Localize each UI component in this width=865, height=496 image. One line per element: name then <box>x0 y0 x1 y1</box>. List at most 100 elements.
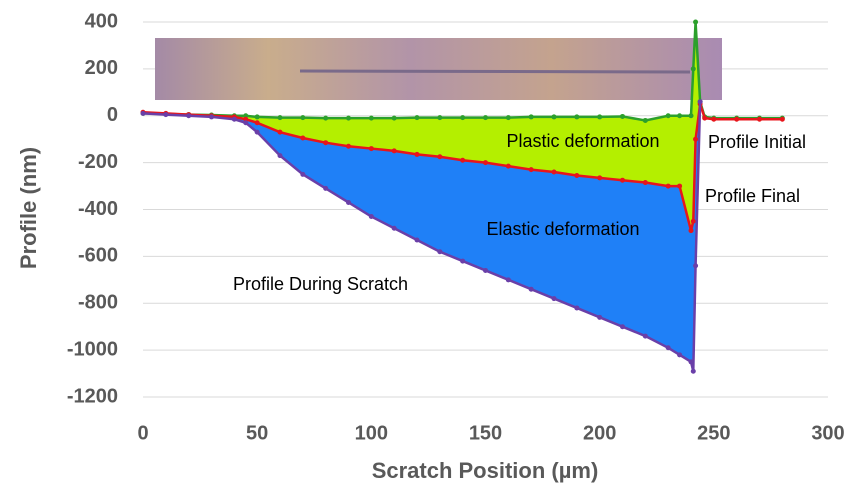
data-point <box>642 117 648 123</box>
data-point <box>277 153 283 159</box>
y-tick-label: 0 <box>107 104 118 126</box>
y-tick-label: -200 <box>78 151 118 173</box>
data-point <box>254 129 260 135</box>
data-point <box>243 120 249 126</box>
x-tick-label: 100 <box>355 422 388 444</box>
data-point <box>414 115 420 121</box>
data-point <box>300 115 306 121</box>
y-tick-label: -600 <box>78 245 118 267</box>
data-point <box>391 225 397 231</box>
data-point <box>642 333 648 339</box>
data-point <box>460 258 466 264</box>
data-point <box>414 237 420 243</box>
data-point <box>693 136 699 142</box>
series-label: Profile During Scratch <box>233 274 408 294</box>
data-point <box>391 115 397 121</box>
data-point <box>483 267 488 273</box>
annotation: Plastic deformation <box>506 131 659 151</box>
data-point <box>300 171 306 177</box>
series-label: Profile Initial <box>708 132 806 152</box>
x-axis-title: Scratch Position (µm) <box>372 458 599 483</box>
data-point <box>243 113 249 119</box>
data-point <box>437 249 443 255</box>
data-point <box>551 114 557 120</box>
micrograph-strip <box>155 38 722 100</box>
data-point <box>665 345 671 351</box>
data-point <box>677 113 683 119</box>
data-point <box>300 135 306 141</box>
data-point <box>460 157 466 163</box>
data-point <box>702 115 708 121</box>
data-point <box>437 154 443 160</box>
data-point <box>140 110 146 116</box>
data-point <box>368 115 374 121</box>
data-point <box>186 113 192 119</box>
data-point <box>551 296 557 302</box>
data-point <box>642 180 648 186</box>
data-point <box>688 228 694 234</box>
data-point <box>505 163 511 169</box>
y-tick-label: -800 <box>78 292 118 314</box>
data-point <box>243 116 249 122</box>
data-point <box>665 183 671 189</box>
y-tick-label: 400 <box>85 10 118 32</box>
x-tick-label: 250 <box>697 422 730 444</box>
data-point <box>711 116 717 122</box>
data-point <box>346 115 351 121</box>
data-point <box>277 115 283 121</box>
data-point <box>690 368 696 374</box>
data-point <box>391 148 397 154</box>
data-point <box>505 115 511 121</box>
data-point <box>254 114 260 120</box>
data-point <box>551 169 557 175</box>
data-point <box>620 177 625 183</box>
data-point <box>693 19 699 25</box>
data-point <box>757 116 762 122</box>
data-point <box>528 167 534 173</box>
x-tick-label: 150 <box>469 422 502 444</box>
x-tick-label: 50 <box>246 422 268 444</box>
data-point <box>693 263 699 269</box>
y-axis-title: Profile (nm) <box>16 147 41 269</box>
data-point <box>437 115 443 121</box>
data-point <box>368 146 374 152</box>
data-point <box>665 113 671 119</box>
data-point <box>528 114 534 120</box>
data-point <box>323 115 329 121</box>
deformation-area <box>143 101 701 372</box>
data-point <box>163 112 169 118</box>
data-point <box>690 218 696 224</box>
data-point <box>323 185 329 191</box>
data-point <box>597 114 603 120</box>
data-point <box>597 175 603 181</box>
data-point <box>505 277 511 283</box>
x-tick-label: 200 <box>583 422 616 444</box>
data-point <box>688 359 694 365</box>
annotation: Elastic deformation <box>486 219 639 239</box>
data-point <box>677 183 683 189</box>
data-point <box>779 116 785 122</box>
data-point <box>597 314 603 320</box>
data-point <box>209 114 214 120</box>
y-tick-label: -400 <box>78 198 118 220</box>
data-point <box>254 120 260 126</box>
data-point <box>574 114 580 120</box>
x-tick-label: 300 <box>811 422 844 444</box>
x-tick-label: 0 <box>137 422 148 444</box>
data-point <box>690 66 696 72</box>
data-point <box>483 115 488 121</box>
data-point <box>277 129 283 135</box>
data-point <box>620 324 625 330</box>
data-point <box>323 140 329 146</box>
scratch-track <box>299 69 691 74</box>
data-point <box>483 160 488 166</box>
data-point <box>346 199 351 205</box>
y-tick-label: -1000 <box>67 338 118 360</box>
data-point <box>574 173 580 179</box>
data-point <box>677 352 683 358</box>
y-tick-label: -1200 <box>67 385 118 407</box>
y-tick-label: 200 <box>85 57 118 79</box>
data-point <box>697 99 703 105</box>
series-label: Profile Final <box>705 186 800 206</box>
data-point <box>620 113 625 119</box>
